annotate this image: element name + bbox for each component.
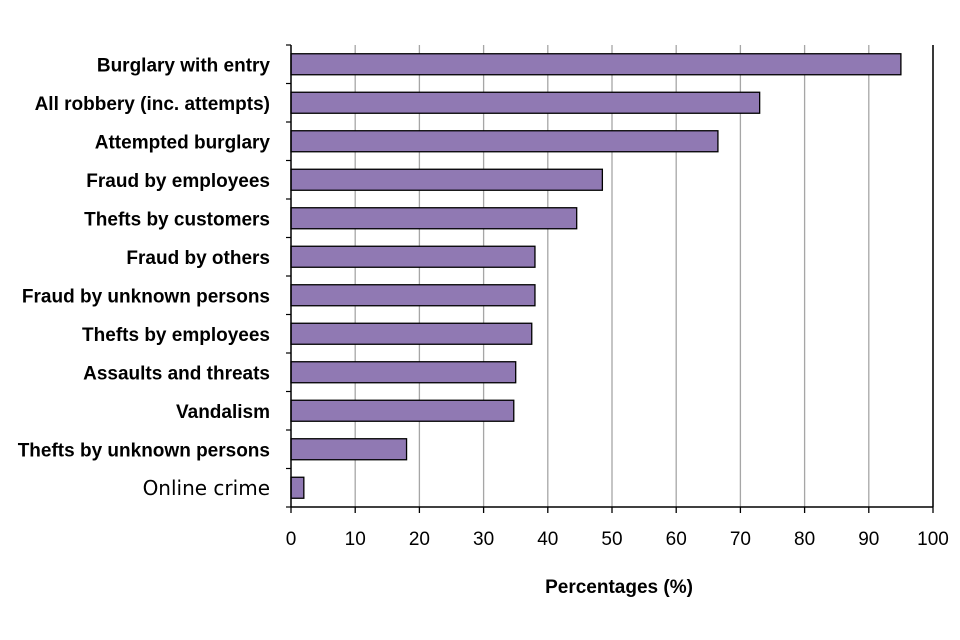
category-label: Fraud by others [126, 248, 270, 269]
category-label: All robbery (inc. attempts) [35, 94, 270, 115]
x-tick-label: 30 [473, 529, 494, 550]
x-tick-label: 80 [794, 529, 815, 550]
category-label: Fraud by unknown persons [22, 286, 270, 307]
bar [290, 284, 536, 307]
bar [290, 476, 305, 499]
category-label: Online crime [143, 476, 270, 500]
bar [290, 399, 515, 422]
x-tick-label: 20 [409, 529, 430, 550]
category-label: Thefts by employees [82, 325, 270, 346]
bar [290, 322, 533, 345]
x-tick-labels: 0 10 20 30 40 50 60 70 80 90 100 [286, 529, 949, 550]
bar [290, 130, 719, 153]
x-tick-label: 60 [666, 529, 687, 550]
axes [286, 44, 934, 513]
category-labels: Burglary with entry All robbery (inc. att… [18, 55, 271, 500]
gridlines [354, 45, 934, 507]
category-label: Thefts by customers [84, 209, 270, 230]
x-tick-label: 50 [601, 529, 622, 550]
bar [290, 53, 902, 76]
x-tick-label: 70 [730, 529, 751, 550]
category-label: Vandalism [176, 402, 270, 423]
bar [290, 168, 604, 191]
x-tick-label: 90 [858, 529, 879, 550]
x-axis-title: Percentages (%) [545, 577, 693, 598]
bar [290, 245, 536, 268]
x-tick-label: 10 [345, 529, 366, 550]
category-label: Attempted burglary [95, 132, 271, 153]
bar [290, 361, 517, 384]
category-label: Fraud by employees [86, 171, 270, 192]
category-label: Burglary with entry [97, 55, 271, 76]
category-label: Thefts by unknown persons [18, 440, 270, 461]
x-tick-label: 40 [537, 529, 558, 550]
category-label: Assaults and threats [83, 363, 270, 384]
x-tick-label: 0 [286, 529, 297, 550]
x-tick-label: 100 [917, 529, 949, 550]
bar [290, 91, 761, 114]
bar [290, 207, 578, 230]
bar [290, 438, 408, 461]
bars [290, 53, 902, 499]
